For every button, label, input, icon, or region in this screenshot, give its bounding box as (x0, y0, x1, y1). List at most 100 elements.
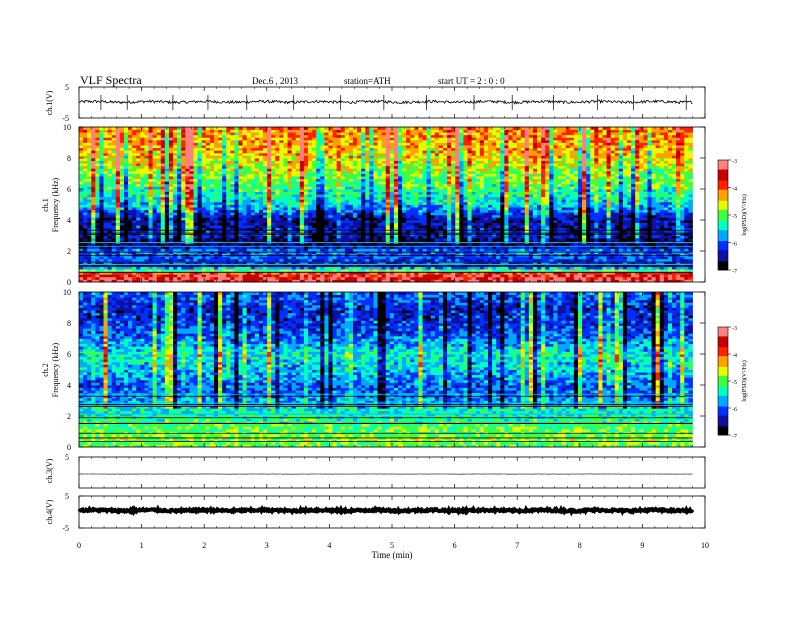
ch1-spectrogram-cell (378, 186, 382, 189)
ch1-spectrogram-cell (87, 186, 91, 189)
ch1-spectrogram-cell (173, 220, 177, 223)
ch1-spectrogram-cell (243, 225, 247, 228)
ch1-spectrogram-cell (341, 217, 345, 220)
ch1-spectrogram-cell (288, 267, 292, 270)
ch1-spectrogram-cell (267, 148, 271, 151)
ch1-spectrogram-cell (259, 205, 263, 208)
ch1-spectrogram-cell (218, 277, 222, 280)
ch1-spectrogram-cell (165, 197, 169, 200)
ch1-spectrogram-panel: 0246810ch.1Frequency (kHz)-3-4-5-6-7log(… (41, 123, 748, 287)
ch1-spectrogram-cell (341, 158, 345, 161)
ch1-spectrogram-cell (279, 143, 283, 146)
ch1-spectrogram-cell (120, 140, 124, 143)
ch1-spectrogram-cell (328, 194, 332, 197)
ch1-spectrogram-cell (300, 153, 304, 156)
ch1-spectrogram-cell (292, 184, 296, 187)
ch1-spectrogram-cell (324, 215, 328, 218)
ch1-spectrogram-cell (283, 166, 287, 169)
ch1-spectrogram-cell (386, 155, 390, 158)
ch1-spectrogram-cell (353, 215, 357, 218)
ch1-spectrogram-cell (369, 256, 373, 259)
ch1-spectrogram-cell (104, 267, 108, 270)
ch1-spectrogram-cell (194, 192, 198, 195)
ch1-spectrogram-cell (91, 161, 95, 164)
ch1-spectrogram-cell (345, 135, 349, 138)
ch1-spectrogram-cell (128, 189, 132, 192)
ch1-spectrogram-cell (345, 217, 349, 220)
ch1-spectrogram-cell (83, 238, 87, 241)
ch1-spectrogram-cell (79, 205, 83, 208)
ch1-spectrogram-cell (394, 143, 398, 146)
ch1-spectrogram-cell (247, 137, 251, 140)
ch1-spectrogram-cell (394, 212, 398, 215)
ch1-spectrogram-cell (271, 274, 275, 277)
ch1-spectrogram-cell (353, 186, 357, 189)
ch1-spectrogram-cell (202, 189, 206, 192)
ch1-spectrogram-cell (296, 145, 300, 148)
ch1-spectrogram-cell (169, 236, 173, 239)
ch1-spectrogram-cell (267, 168, 271, 171)
ch1-spectrogram-cell (312, 199, 316, 202)
ch1-spectrogram-cell (95, 130, 99, 133)
ch1-spectrogram-cell (324, 194, 328, 197)
ch1-spectrogram-cell (308, 225, 312, 228)
ch1-spectrogram-cell (267, 277, 271, 280)
ch1-spectrogram-cell (140, 199, 144, 202)
ch1-spectrogram-cell (378, 205, 382, 208)
ch1-spectrogram-cell (91, 176, 95, 179)
ch1-spectrogram-cell (91, 192, 95, 195)
ch1-spectrogram-cell (255, 155, 259, 158)
ch1-spectrogram-cell (369, 174, 373, 177)
ch1-spectrogram-cell (390, 135, 394, 138)
ch1-spectrogram-cell (390, 155, 394, 158)
ch1-spectrogram-cell (112, 155, 116, 158)
ch1-spectrogram-cell (320, 236, 324, 239)
ch1-spectrogram-cell (308, 137, 312, 140)
ch1-spectrogram-cell (153, 223, 157, 226)
ch1-spectrogram-cell (349, 189, 353, 192)
ch1-spectrogram-cells (79, 127, 693, 282)
ch1-spectrogram-cell (288, 274, 292, 277)
ch1-spectrogram-cell (312, 137, 316, 140)
ch1-spectrogram-cell (226, 215, 230, 218)
ch1-spectrogram-cell (149, 197, 153, 200)
ch1-spectrogram-cell (99, 158, 103, 161)
ch1-spectrogram-cell (239, 161, 243, 164)
ch1-spectrogram-cell (308, 132, 312, 135)
ch1-spectrogram-cell (361, 158, 365, 161)
ch1-spectrogram-cell (333, 150, 337, 153)
ch1-spectrogram-cell (226, 189, 230, 192)
ch1-spectrogram-cell (230, 220, 234, 223)
ch1-spectrogram-cell (259, 248, 263, 251)
ch1-spectrogram-cell (263, 197, 267, 200)
ch1-spectrogram-cell (255, 241, 259, 244)
ch1-spectrogram-cell (153, 140, 157, 143)
ch1-spectrogram-cell (112, 248, 116, 251)
ch1-spectrogram-cell (279, 256, 283, 259)
ch1-spectrogram-cell (173, 140, 177, 143)
ch1-spectrogram-cell (382, 186, 386, 189)
ch1-spectrogram-cell (328, 174, 332, 177)
ch1-spectrogram-cell (124, 158, 128, 161)
ch1-spectrogram-cell (361, 267, 365, 270)
ch1-spectrogram-cell (288, 223, 292, 226)
ch1-spectrogram-cell (320, 241, 324, 244)
ch1-spectrogram-cell (271, 220, 275, 223)
ch1-spectrogram-cell (283, 189, 287, 192)
ch1-spectrogram-cell (161, 256, 165, 259)
ch1-spectrogram-cell (95, 197, 99, 200)
ch1-spectrogram-cell (296, 241, 300, 244)
ch1-spectrogram-cell (390, 158, 394, 161)
ch1-spectrogram-cell (357, 256, 361, 259)
ch1-spectrogram-cell (144, 248, 148, 251)
ch1-spectrogram-cell (341, 176, 345, 179)
ch1-spectrogram-cell (361, 243, 365, 246)
ch1-spectrogram-cell (214, 166, 218, 169)
ch1-spectrogram-cell (353, 127, 357, 130)
ch1-spectrogram-cell (206, 181, 210, 184)
ch1-spectrogram-cell (198, 174, 202, 177)
ch1-spectrogram-cell (271, 259, 275, 262)
ch1-spectrogram-cell (275, 181, 279, 184)
ch1-spectrogram-cell (259, 194, 263, 197)
ch1-spectrogram-cell (214, 184, 218, 187)
